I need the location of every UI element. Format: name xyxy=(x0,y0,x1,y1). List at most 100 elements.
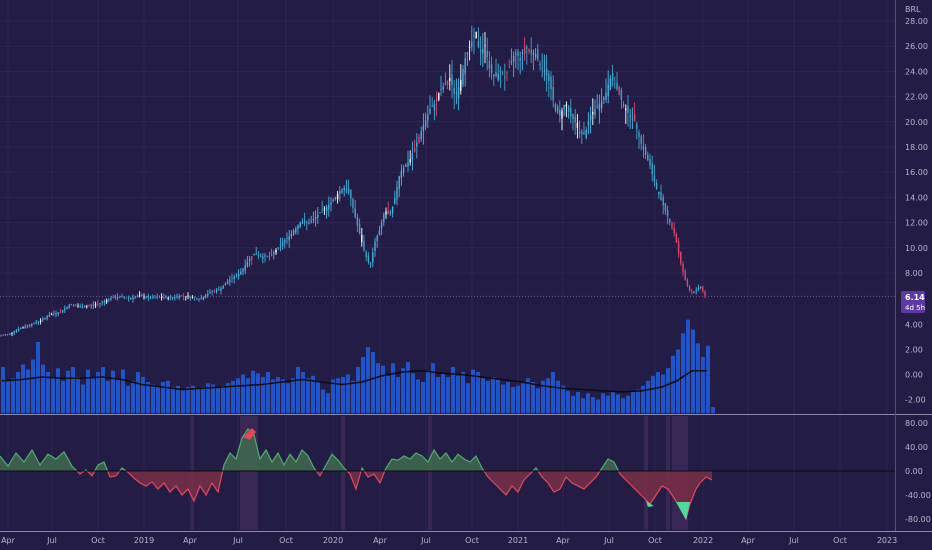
price-candle-body xyxy=(141,294,143,297)
price-candle-body xyxy=(336,194,339,200)
oscillator-bar xyxy=(156,385,160,414)
oscillator-bar xyxy=(531,382,535,414)
price-candle-body xyxy=(68,305,70,308)
momentum-marker xyxy=(676,502,690,520)
price-candle-body xyxy=(61,310,64,313)
price-axis-tick: 16.00 xyxy=(905,168,928,177)
price-candle-body xyxy=(169,297,172,299)
price-candle-body xyxy=(512,56,515,62)
price-candle-body xyxy=(631,118,634,120)
momentum-axis-tick: 80.00 xyxy=(905,419,928,428)
oscillator-bar xyxy=(11,378,15,414)
price-axis-tick: 8.00 xyxy=(905,269,923,278)
price-candle-body xyxy=(600,100,603,109)
price-candle-body xyxy=(466,52,469,54)
oscillator-bar xyxy=(86,369,90,414)
x-axis-tick: 2023 xyxy=(877,536,897,545)
price-candle-body xyxy=(655,183,658,189)
price-candle-body xyxy=(587,121,590,126)
price-candle-body xyxy=(28,324,31,327)
oscillator-bar xyxy=(126,385,130,414)
oscillator-bar xyxy=(426,370,430,414)
price-candle-body xyxy=(156,296,158,298)
price-candle-body xyxy=(585,129,587,138)
oscillator-bar xyxy=(621,398,625,414)
price-candle-body xyxy=(367,255,370,263)
price-candle-body xyxy=(702,286,704,292)
oscillator-bar xyxy=(606,395,610,414)
price-candle-body xyxy=(279,244,282,246)
price-candle-body xyxy=(477,41,480,47)
price-candle-body xyxy=(695,290,697,292)
oscillator-bar xyxy=(176,385,180,414)
price-candle-body xyxy=(163,297,165,299)
momentum-marker xyxy=(243,428,256,440)
price-candle-body xyxy=(435,98,438,102)
price-candle-body xyxy=(640,136,642,144)
price-candle-body xyxy=(266,255,268,257)
price-candle-body xyxy=(440,89,442,90)
price-candle-body xyxy=(15,330,18,332)
price-candle-body xyxy=(618,86,620,95)
oscillator-bar xyxy=(6,380,10,414)
oscillator-bar xyxy=(491,377,495,414)
price-candle-body xyxy=(9,333,11,335)
price-candle-body xyxy=(301,222,304,224)
price-candle-body xyxy=(94,304,97,306)
price-candle-body xyxy=(444,82,447,84)
price-candle-body xyxy=(332,199,334,202)
momentum-axis-tick: 0.00 xyxy=(905,467,923,476)
oscillator-bar xyxy=(571,395,575,414)
price-candle-body xyxy=(189,296,191,298)
price-candle-body xyxy=(112,296,114,298)
oscillator-bar xyxy=(266,372,270,414)
price-candle-body xyxy=(347,188,350,193)
price-candle-body xyxy=(264,254,266,257)
price-candle-body xyxy=(534,54,537,58)
price-candle-body xyxy=(202,296,205,300)
oscillator-bar xyxy=(241,374,245,414)
oscillator-bar xyxy=(526,378,530,414)
oscillator-bar xyxy=(261,377,265,414)
price-candle-body xyxy=(677,241,680,254)
price-candle-body xyxy=(552,87,554,101)
price-candle-body xyxy=(638,132,640,137)
price-candle-body xyxy=(303,220,306,223)
price-candle-body xyxy=(680,252,682,264)
currency-label: BRL xyxy=(905,5,921,14)
price-candle-body xyxy=(251,256,253,260)
price-candle-body xyxy=(176,296,178,298)
price-candle-body xyxy=(81,306,84,308)
oscillator-bar xyxy=(476,372,480,414)
price-candle-body xyxy=(178,295,180,298)
price-candle-body xyxy=(385,211,387,215)
price-candle-body xyxy=(39,320,42,322)
oscillator-bar xyxy=(96,372,100,414)
oscillator-bar xyxy=(651,375,655,414)
price-candle-body xyxy=(88,305,90,307)
price-candle-body xyxy=(493,74,495,77)
price-candle-body xyxy=(310,221,312,223)
price-candle-body xyxy=(354,208,356,218)
price-candle-body xyxy=(396,187,398,200)
price-candle-body xyxy=(246,261,249,267)
price-candle-body xyxy=(72,304,75,306)
oscillator-bar xyxy=(386,375,390,414)
momentum-area-positive xyxy=(0,429,712,471)
oscillator-bar xyxy=(701,357,705,414)
oscillator-bar xyxy=(466,383,470,414)
price-candle-body xyxy=(314,216,317,219)
price-axis-tick: 26.00 xyxy=(905,42,928,51)
price-candle-body xyxy=(539,63,541,66)
price-candle-body xyxy=(358,223,361,234)
price-candle-body xyxy=(270,254,273,256)
price-candle-body xyxy=(262,256,264,259)
price-candle-body xyxy=(297,225,299,229)
oscillator-bar xyxy=(636,389,640,414)
momentum-marker xyxy=(646,501,654,507)
price-candle-body xyxy=(486,50,488,58)
price-candle-body xyxy=(284,240,286,243)
price-candle-body xyxy=(658,191,660,195)
price-candle-body xyxy=(224,283,227,286)
oscillator-bar xyxy=(26,369,30,414)
